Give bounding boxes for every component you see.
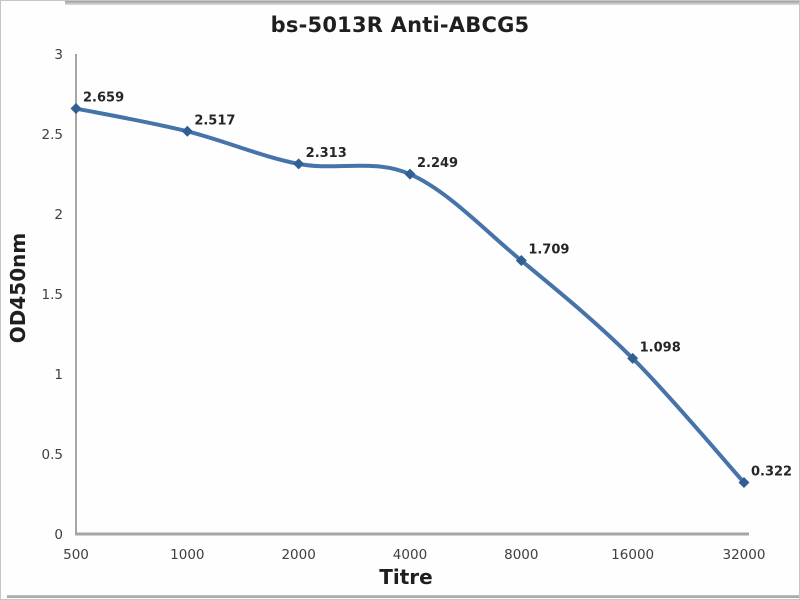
y-tick-label: 2	[54, 207, 63, 223]
data-point-label: 2.313	[306, 146, 347, 161]
y-tick-label: 3	[54, 47, 63, 63]
data-point-marker	[627, 352, 639, 364]
data-point-marker	[515, 255, 527, 267]
x-tick-label: 1000	[170, 547, 204, 563]
x-axis-title: Titre	[379, 565, 433, 589]
x-tick-label: 8000	[504, 547, 538, 563]
data-point-label: 1.098	[640, 340, 681, 355]
y-tick-label: 0.5	[42, 447, 63, 463]
y-tick-label: 0	[54, 527, 63, 543]
chart-title: bs-5013R Anti-ABCG5	[270, 13, 530, 37]
y-tick-label: 1.5	[42, 287, 63, 303]
data-point-label: 2.517	[194, 113, 235, 128]
x-tick-label: 32000	[723, 547, 766, 563]
x-tick-label: 4000	[393, 547, 427, 563]
data-point-label: 1.709	[528, 243, 569, 258]
data-point-marker	[738, 476, 750, 488]
data-point-marker	[70, 103, 82, 115]
x-tick-label: 16000	[611, 547, 654, 563]
series-line	[74, 106, 746, 485]
bottom-edge-strip	[7, 595, 799, 598]
data-point-label: 0.322	[751, 464, 792, 479]
x-tick-label: 500	[63, 547, 89, 563]
data-point-label: 2.249	[417, 156, 458, 171]
data-point-marker	[404, 168, 416, 180]
top-edge-strip	[65, 1, 799, 5]
data-point-marker	[181, 125, 193, 137]
data-point-marker	[293, 158, 305, 170]
data-point-label: 2.659	[83, 91, 124, 106]
x-tick-label: 2000	[281, 547, 315, 563]
y-tick-label: 1	[54, 367, 63, 383]
y-tick-label: 2.5	[42, 127, 63, 143]
